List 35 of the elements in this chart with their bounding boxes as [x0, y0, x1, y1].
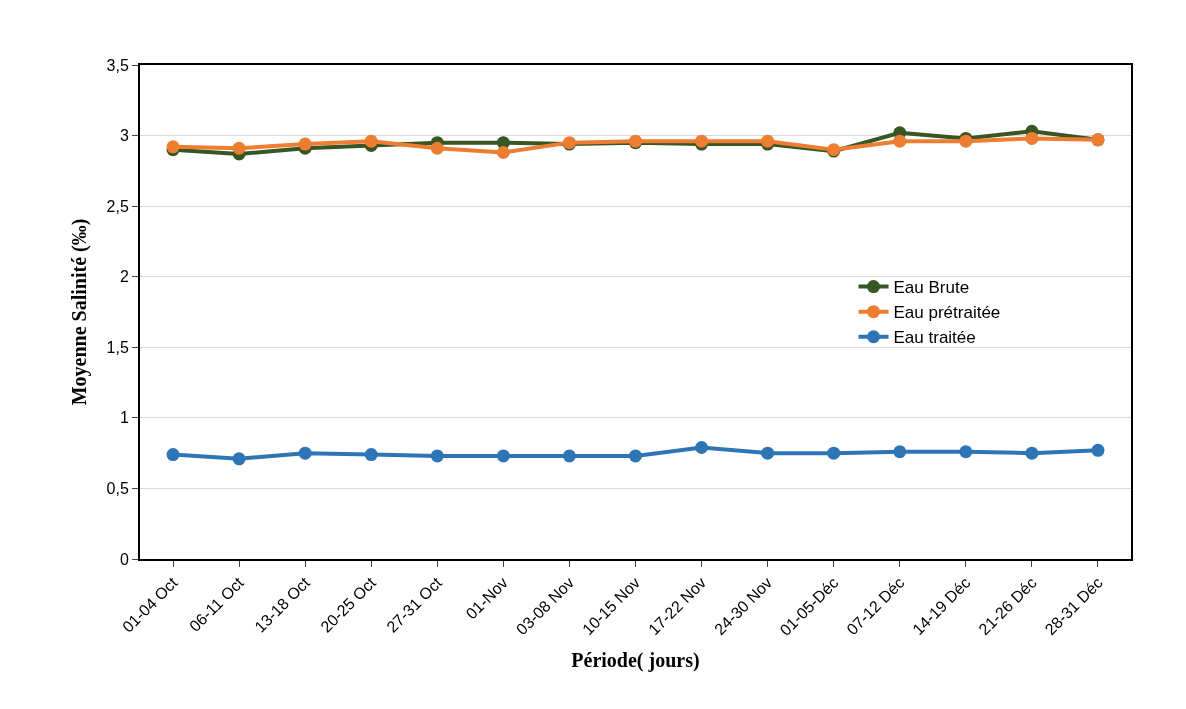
y-tick-label: 2,5	[106, 197, 129, 215]
y-tick-label: 3	[119, 127, 129, 145]
y-tick-label: 1,5	[106, 338, 129, 356]
point	[1091, 443, 1105, 457]
x-axis-title: Période( jours)	[571, 648, 700, 672]
y-tick-label: 1	[119, 409, 129, 427]
point	[893, 445, 907, 459]
y-tick-label: 0	[119, 550, 129, 568]
point	[232, 452, 246, 466]
point	[1025, 446, 1039, 460]
point	[562, 449, 576, 463]
point	[496, 449, 510, 463]
legend-label: Eau Brute	[893, 278, 970, 298]
point	[1025, 131, 1039, 145]
point	[298, 446, 312, 460]
point	[827, 446, 841, 460]
point	[232, 141, 246, 155]
point	[430, 449, 444, 463]
point	[761, 446, 775, 460]
legend-label: Eau prétraitée	[893, 303, 1001, 323]
point	[166, 448, 180, 462]
point	[298, 137, 312, 151]
point	[695, 441, 709, 454]
point	[893, 134, 907, 148]
y-tick-label: 2	[119, 268, 129, 286]
point	[364, 448, 378, 462]
point	[629, 449, 642, 463]
point	[364, 134, 378, 148]
y-tick-label: 3,5	[106, 56, 129, 74]
point	[959, 445, 973, 459]
y-tick-label: 0,5	[106, 480, 129, 498]
y-axis-title: Moyenne Salinité (‰)	[67, 218, 91, 406]
point	[496, 146, 510, 159]
legend-label: Eau traitée	[893, 328, 976, 348]
point	[430, 141, 444, 155]
